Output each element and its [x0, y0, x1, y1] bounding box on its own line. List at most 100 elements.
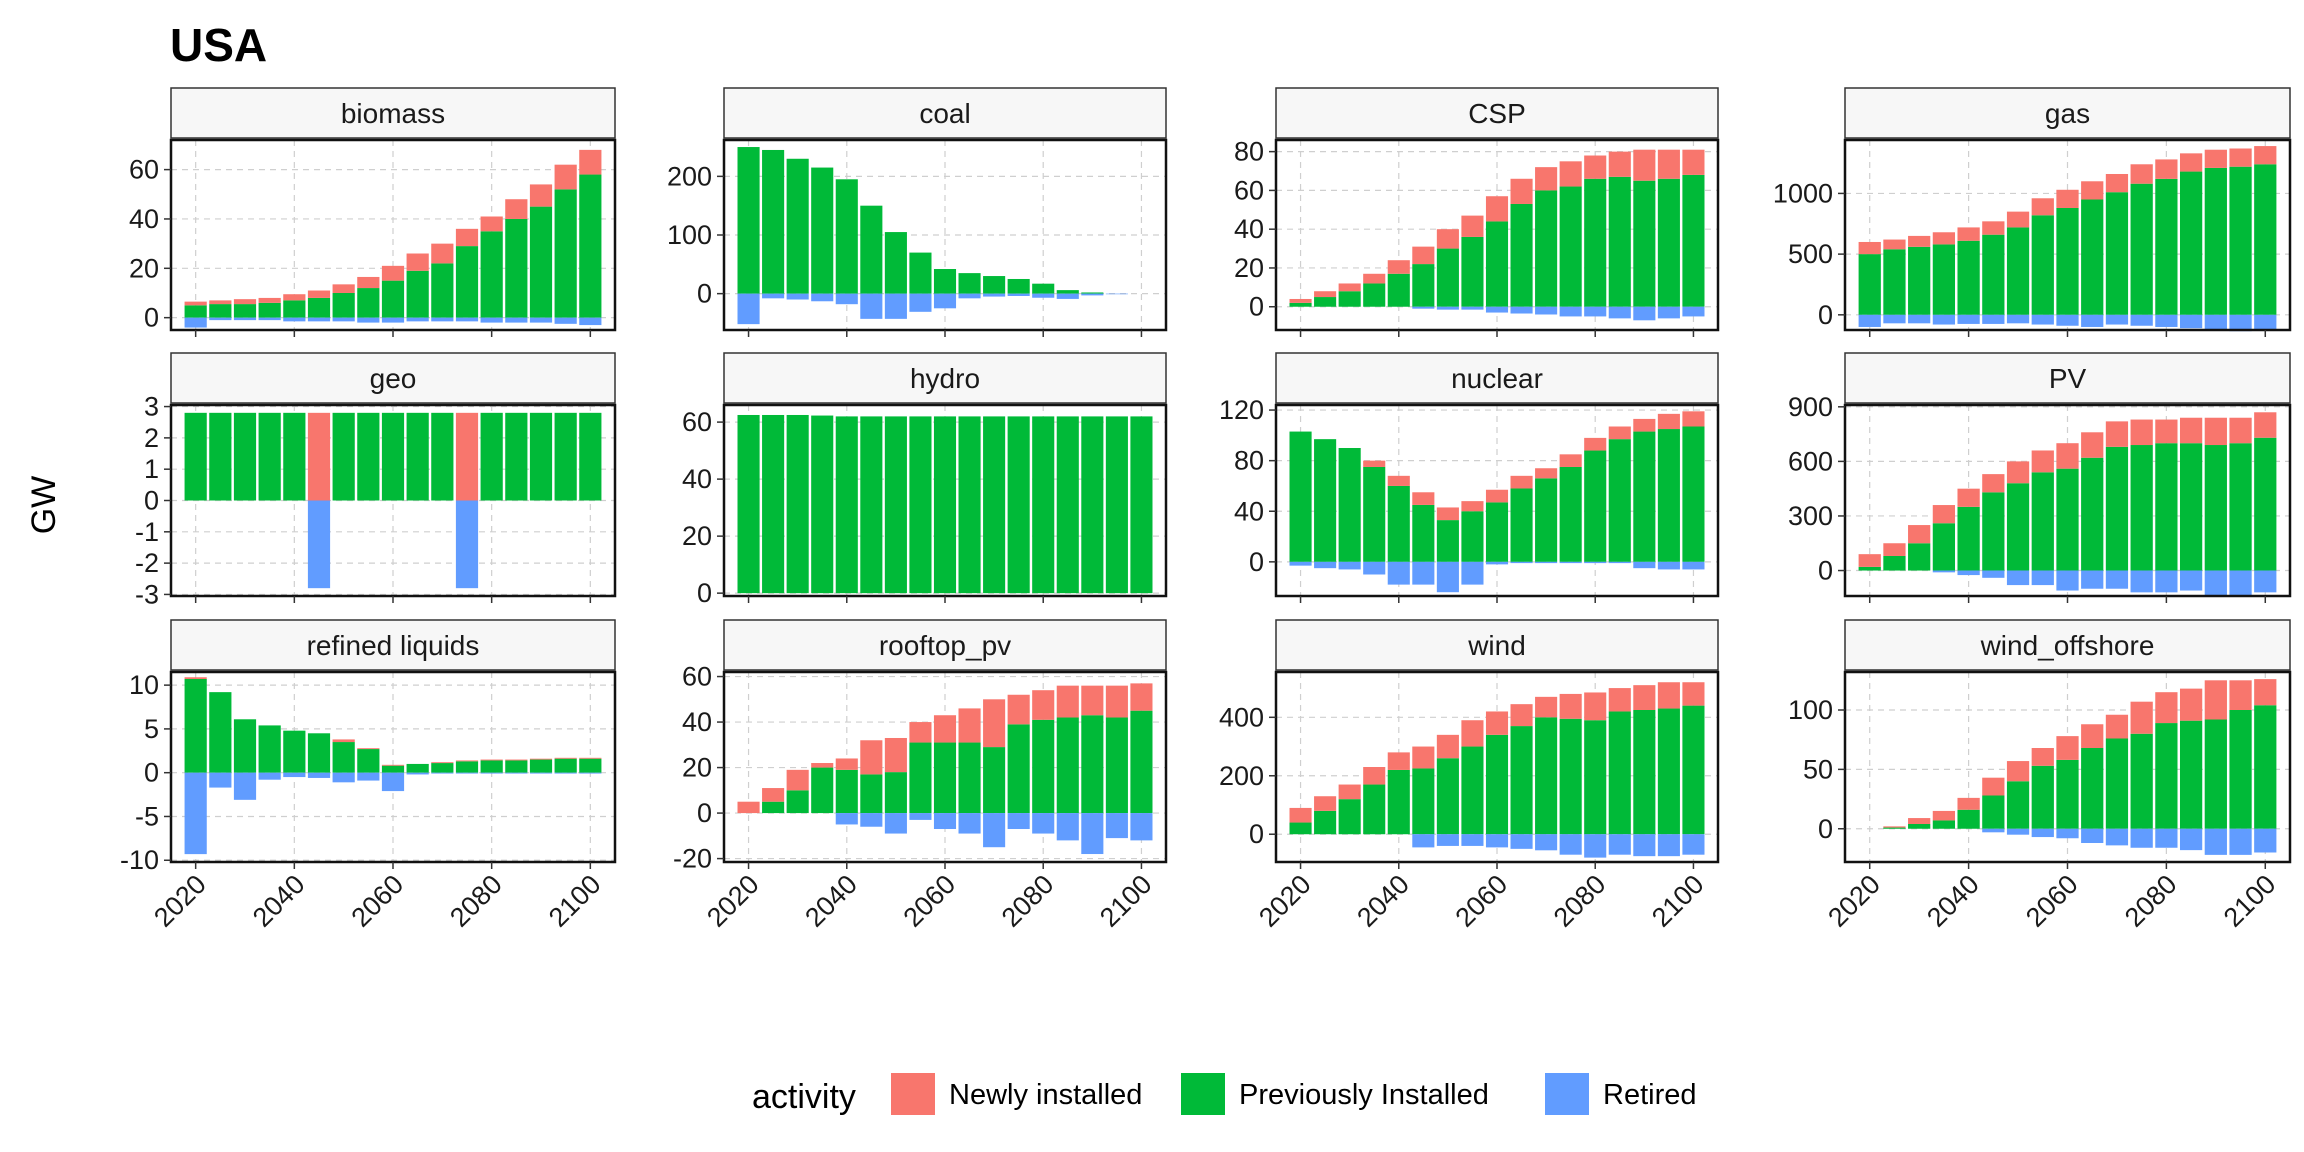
- bar-previously-installed: [2006, 781, 2030, 829]
- bar-previously-installed: [2105, 192, 2129, 315]
- bar-previously-installed: [1289, 302, 1312, 307]
- bar-retired: [1957, 314, 1980, 324]
- x-tick-label: 2100: [1094, 869, 1158, 933]
- bar-previously-installed: [737, 147, 760, 294]
- y-tick-label: -5: [135, 801, 159, 831]
- bar-previously-installed: [1682, 174, 1705, 307]
- bar-previously-installed: [786, 158, 809, 294]
- bar-newly-installed: [332, 284, 355, 293]
- bar-newly-installed: [2229, 417, 2252, 444]
- bar-retired: [2130, 314, 2153, 326]
- y-tick-label: 400: [1219, 702, 1264, 732]
- bar-previously-installed: [233, 719, 257, 773]
- bar-newly-installed: [2179, 688, 2203, 721]
- y-tick-label: 60: [682, 407, 712, 437]
- bar-newly-installed: [1105, 685, 1128, 718]
- bar-retired: [406, 317, 429, 322]
- bar-newly-installed: [1081, 685, 1104, 716]
- bar-newly-installed: [1633, 149, 1656, 181]
- bar-previously-installed: [2056, 759, 2079, 829]
- bar-retired: [258, 772, 281, 780]
- bar-retired: [1105, 813, 1128, 839]
- bar-previously-installed: [332, 292, 355, 318]
- bar-previously-installed: [2254, 437, 2277, 571]
- bar-retired: [307, 317, 331, 322]
- legend-item-newly-installed: Newly installed: [891, 1073, 1142, 1115]
- bar-retired: [1608, 834, 1631, 855]
- bar-retired: [2130, 570, 2153, 593]
- bar-newly-installed: [2130, 701, 2153, 734]
- bar-previously-installed: [2204, 719, 2227, 829]
- bar-previously-installed: [1608, 439, 1631, 562]
- y-tick-label: 5: [144, 714, 159, 744]
- bar-retired: [1633, 834, 1656, 857]
- bar-previously-installed: [2006, 227, 2030, 315]
- bar-retired: [1032, 813, 1055, 834]
- bar-newly-installed: [1436, 734, 1459, 759]
- bar-newly-installed: [1387, 260, 1410, 274]
- facet-wind-offshore: wind_offshore 0 50 100 2020 2040 2060 2080 2100: [1788, 619, 2292, 933]
- bar-previously-installed: [1608, 176, 1631, 307]
- bar-retired: [406, 772, 429, 775]
- bar-newly-installed: [1657, 149, 1680, 179]
- bar-newly-installed: [2204, 680, 2227, 720]
- bar-previously-installed: [2229, 710, 2252, 829]
- bar-retired: [529, 317, 553, 323]
- bar-retired: [835, 813, 858, 825]
- bar-previously-installed: [1105, 416, 1128, 594]
- bar-previously-installed: [1436, 758, 1459, 835]
- bar-newly-installed: [357, 748, 380, 750]
- bar-previously-installed: [480, 760, 503, 773]
- bar-previously-installed: [1932, 523, 1956, 571]
- y-tick-label: 0: [1818, 300, 1833, 330]
- x-tick-label: 2100: [2218, 869, 2282, 933]
- bar-previously-installed: [431, 263, 454, 318]
- bars: [1289, 149, 1705, 321]
- facet-strip: [1275, 352, 1719, 404]
- bar-newly-installed: [2031, 748, 2054, 766]
- bar-newly-installed: [2204, 149, 2227, 168]
- bar-previously-installed: [2031, 765, 2054, 829]
- bar-previously-installed: [1081, 292, 1104, 294]
- bar-previously-installed: [455, 761, 479, 773]
- legend-key: [1545, 1073, 1589, 1115]
- y-tick-label: 20: [1234, 253, 1264, 283]
- bar-previously-installed: [2179, 171, 2203, 315]
- facet-strip: [723, 87, 1167, 139]
- legend-title: activity: [752, 1078, 856, 1116]
- bar-newly-installed: [1982, 221, 2005, 235]
- bar-retired: [933, 813, 957, 830]
- bar-retired: [2006, 828, 2030, 835]
- bar-previously-installed: [529, 759, 553, 773]
- bar-retired: [2254, 570, 2277, 593]
- bar-previously-installed: [258, 302, 281, 318]
- bar-previously-installed: [233, 412, 257, 501]
- bar-newly-installed: [1338, 784, 1361, 800]
- bar-previously-installed: [1387, 769, 1410, 835]
- facet-strip-label: biomass: [341, 98, 445, 129]
- bar-previously-installed: [762, 149, 785, 294]
- facet-strip-label: wind_offshore: [1980, 630, 2155, 661]
- bar-retired: [1032, 293, 1055, 298]
- bar-newly-installed: [1633, 418, 1656, 432]
- bar-previously-installed: [357, 412, 380, 501]
- bar-previously-installed: [381, 765, 405, 773]
- bar-previously-installed: [983, 416, 1006, 594]
- bar-previously-installed: [933, 416, 957, 594]
- bar-previously-installed: [332, 412, 355, 501]
- bar-retired: [431, 772, 454, 774]
- bar-previously-installed: [1982, 492, 2005, 571]
- facet-gas: gas 0 500 1000: [1773, 87, 2292, 337]
- bar-previously-installed: [529, 206, 553, 318]
- bar-newly-installed: [2105, 421, 2129, 447]
- bar-retired: [505, 317, 528, 323]
- bar-retired: [1932, 570, 1956, 573]
- legend-key: [1181, 1073, 1225, 1115]
- bar-newly-installed: [1858, 241, 1881, 255]
- bar-retired: [1007, 293, 1030, 296]
- bar-retired: [332, 317, 355, 322]
- bar-retired: [258, 317, 281, 321]
- bar-previously-installed: [209, 412, 232, 501]
- bar-previously-installed: [1289, 431, 1312, 562]
- bar-retired: [860, 813, 883, 827]
